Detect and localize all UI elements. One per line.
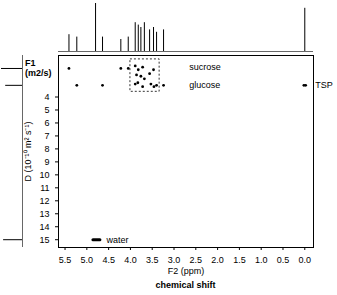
svg-text:10: 10 xyxy=(39,170,49,180)
svg-text:2.0: 2.0 xyxy=(211,255,224,265)
svg-text:0.0: 0.0 xyxy=(299,255,312,265)
svg-text:5.5: 5.5 xyxy=(59,255,72,265)
svg-text:2.5: 2.5 xyxy=(190,255,203,265)
svg-text:3.5: 3.5 xyxy=(146,255,159,265)
svg-text:D (10⁻¹⁰ m² s⁻¹): D (10⁻¹⁰ m² s⁻¹) xyxy=(23,122,33,182)
svg-text:6: 6 xyxy=(44,118,49,128)
svg-text:5: 5 xyxy=(44,105,49,115)
svg-text:F2 (ppm): F2 (ppm) xyxy=(168,266,205,276)
svg-text:1.5: 1.5 xyxy=(233,255,246,265)
svg-text:13: 13 xyxy=(39,209,49,219)
svg-text:9: 9 xyxy=(44,157,49,167)
svg-text:1.0: 1.0 xyxy=(255,255,268,265)
svg-text:3.0: 3.0 xyxy=(168,255,181,265)
svg-text:8: 8 xyxy=(44,144,49,154)
html-text:(m2/s): (m2/s) xyxy=(25,68,52,78)
svg-text:water: water xyxy=(105,235,128,245)
svg-text:0.5: 0.5 xyxy=(277,255,290,265)
html-text:F1: F1 xyxy=(25,58,36,68)
svg-text:7: 7 xyxy=(44,131,49,141)
svg-text:4.0: 4.0 xyxy=(124,255,137,265)
svg-text:5.0: 5.0 xyxy=(81,255,94,265)
svg-text:4.5: 4.5 xyxy=(102,255,115,265)
svg-text:4: 4 xyxy=(44,92,49,102)
svg-text:15: 15 xyxy=(39,235,49,245)
svg-text:11: 11 xyxy=(40,183,49,193)
svg-text:sucrose: sucrose xyxy=(189,62,221,72)
svg-text:14: 14 xyxy=(39,222,49,232)
html-text:chemical shift: chemical shift xyxy=(155,280,216,290)
svg-text:glucose: glucose xyxy=(189,80,220,90)
svg-text:12: 12 xyxy=(39,196,49,206)
svg-text:TSP: TSP xyxy=(315,80,333,90)
